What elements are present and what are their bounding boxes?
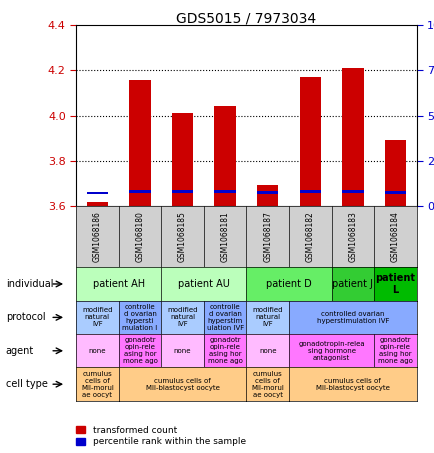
- Bar: [342, 190, 363, 193]
- Bar: [171, 190, 193, 193]
- Bar: [342, 68, 363, 206]
- Text: GSM1068187: GSM1068187: [263, 211, 272, 262]
- Text: controlled ovarian
hyperstimulation IVF: controlled ovarian hyperstimulation IVF: [316, 311, 388, 324]
- Text: cell type: cell type: [6, 379, 47, 389]
- Text: patient AU: patient AU: [178, 279, 229, 289]
- Bar: [384, 191, 405, 194]
- Text: GSM1068181: GSM1068181: [220, 211, 229, 262]
- Text: cumulus
cells of
MII-morul
ae oocyt: cumulus cells of MII-morul ae oocyt: [81, 371, 114, 398]
- Bar: [86, 192, 108, 194]
- Text: modified
natural
IVF: modified natural IVF: [82, 308, 112, 328]
- Text: gonadotropin-relea
sing hormone
antagonist: gonadotropin-relea sing hormone antagoni…: [298, 341, 364, 361]
- Text: GSM1068182: GSM1068182: [305, 211, 314, 262]
- Bar: [214, 190, 235, 193]
- Text: GSM1068186: GSM1068186: [93, 211, 102, 262]
- Text: GSM1068180: GSM1068180: [135, 211, 144, 262]
- Bar: [214, 106, 235, 206]
- Text: none: none: [89, 348, 106, 354]
- Text: none: none: [258, 348, 276, 354]
- Bar: [256, 185, 278, 206]
- Text: gonadotr
opin-rele
asing hor
mone ago: gonadotr opin-rele asing hor mone ago: [377, 337, 412, 364]
- Text: patient AH: patient AH: [92, 279, 145, 289]
- Bar: [129, 190, 150, 193]
- Legend: transformed count, percentile rank within the sample: transformed count, percentile rank withi…: [76, 425, 245, 446]
- Bar: [299, 190, 320, 193]
- Text: gonadotr
opin-rele
asing hor
mone ago: gonadotr opin-rele asing hor mone ago: [122, 337, 157, 364]
- Bar: [384, 140, 405, 206]
- Text: modified
natural
IVF: modified natural IVF: [167, 308, 197, 328]
- Text: controlle
d ovarian
hypersti
mulation I: controlle d ovarian hypersti mulation I: [122, 304, 157, 331]
- Bar: [171, 113, 193, 206]
- Bar: [129, 81, 150, 206]
- Text: GSM1068185: GSM1068185: [178, 211, 187, 262]
- Bar: [256, 191, 278, 194]
- Text: none: none: [174, 348, 191, 354]
- Text: controlle
d ovarian
hyperstim
ulation IVF: controlle d ovarian hyperstim ulation IV…: [206, 304, 243, 331]
- Text: patient
L: patient L: [375, 273, 414, 295]
- Text: patient J: patient J: [332, 279, 372, 289]
- Text: modified
natural
IVF: modified natural IVF: [252, 308, 282, 328]
- Text: individual: individual: [6, 279, 53, 289]
- Text: gonadotr
opin-rele
asing hor
mone ago: gonadotr opin-rele asing hor mone ago: [207, 337, 242, 364]
- Text: cumulus
cells of
MII-morul
ae oocyt: cumulus cells of MII-morul ae oocyt: [251, 371, 283, 398]
- Text: patient D: patient D: [266, 279, 311, 289]
- Text: cumulus cells of
MII-blastocyst oocyte: cumulus cells of MII-blastocyst oocyte: [145, 378, 219, 390]
- Bar: [86, 202, 108, 206]
- Text: agent: agent: [6, 346, 34, 356]
- Text: GSM1068184: GSM1068184: [390, 211, 399, 262]
- Bar: [299, 77, 320, 206]
- Text: protocol: protocol: [6, 313, 45, 323]
- Text: GDS5015 / 7973034: GDS5015 / 7973034: [176, 11, 316, 25]
- Text: GSM1068183: GSM1068183: [348, 211, 357, 262]
- Text: cumulus cells of
MII-blastocyst oocyte: cumulus cells of MII-blastocyst oocyte: [315, 378, 389, 390]
